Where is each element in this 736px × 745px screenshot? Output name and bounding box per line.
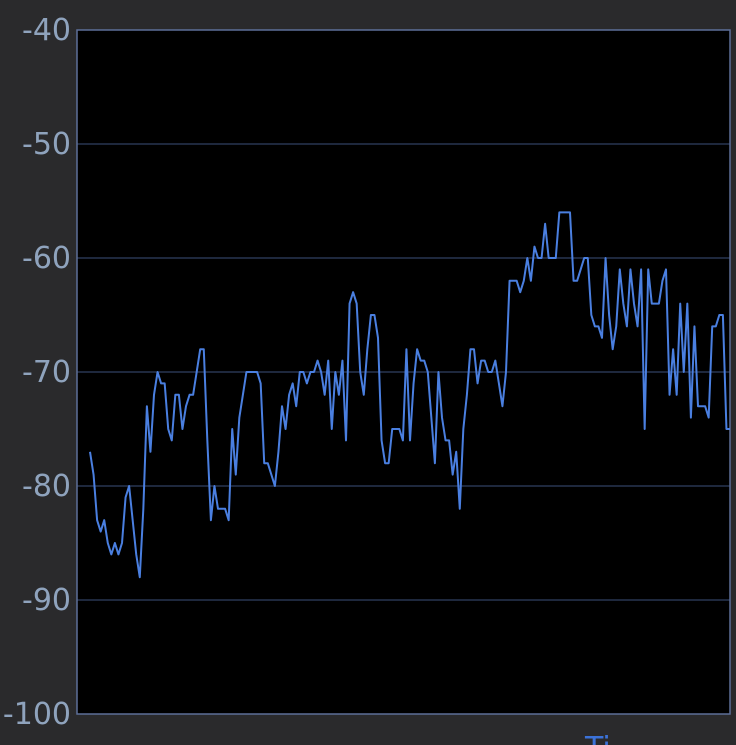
y-tick-label: -40 bbox=[22, 13, 71, 48]
axes bbox=[76, 29, 731, 715]
y-axis-ticks: -40 -50 -60 -70 -80 -90 -100 bbox=[3, 13, 71, 732]
y-tick-label: -90 bbox=[22, 583, 71, 618]
y-tick-label: -80 bbox=[22, 469, 71, 504]
y-tick-label: -50 bbox=[22, 127, 71, 162]
plot-frame bbox=[76, 29, 731, 715]
x-axis-label: Ti bbox=[584, 731, 611, 745]
y-tick-label: -70 bbox=[22, 355, 71, 390]
y-tick-label: -60 bbox=[22, 241, 71, 276]
series-line bbox=[89, 211, 730, 579]
y-tick-label: -100 bbox=[3, 697, 71, 732]
